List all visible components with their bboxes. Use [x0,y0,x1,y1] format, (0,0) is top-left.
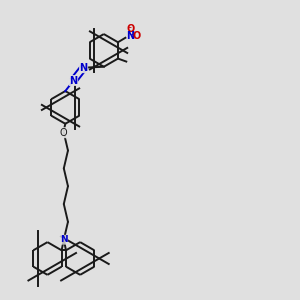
Text: N: N [126,31,134,41]
Text: N: N [80,63,88,73]
Text: +: + [128,30,135,39]
Text: O: O [60,128,68,138]
Text: O: O [133,31,141,41]
Text: -: - [127,22,131,32]
Text: N: N [70,76,78,85]
Text: O: O [126,24,135,34]
Text: N: N [60,235,68,244]
